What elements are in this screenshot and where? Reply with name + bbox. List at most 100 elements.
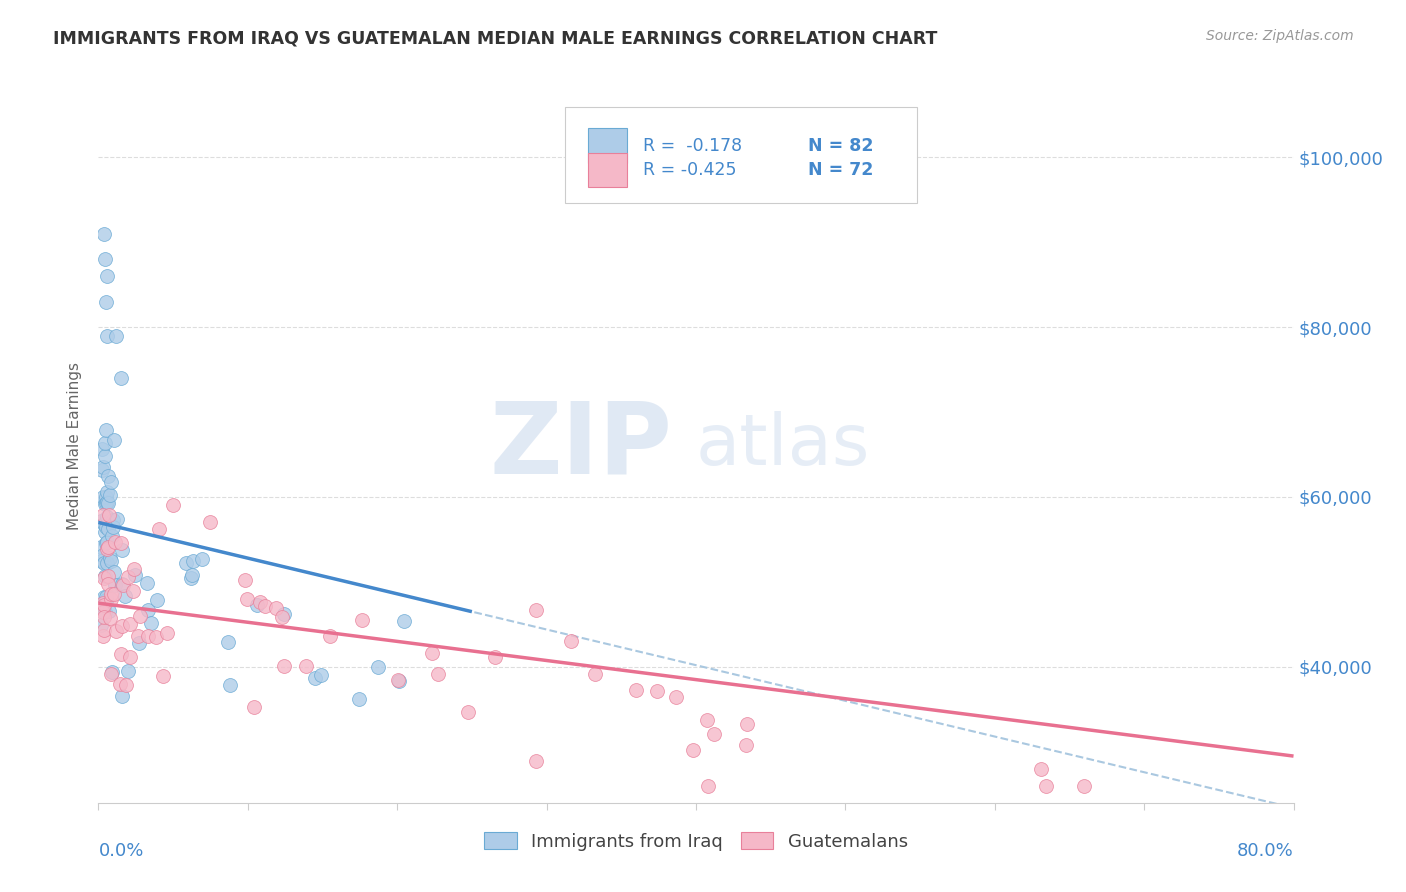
Point xyxy=(734,739,756,753)
Text: atlas: atlas xyxy=(696,411,870,481)
Point xyxy=(96,510,118,524)
Point xyxy=(1035,779,1057,793)
Point xyxy=(94,423,117,437)
Point xyxy=(97,604,120,618)
Point xyxy=(139,615,162,630)
Text: 0.0%: 0.0% xyxy=(98,842,143,860)
Text: N = 82: N = 82 xyxy=(808,136,873,154)
Point xyxy=(98,550,121,565)
Point xyxy=(457,705,479,719)
Point xyxy=(93,556,115,570)
Point xyxy=(90,540,112,554)
Point xyxy=(90,618,112,632)
Point xyxy=(367,660,389,674)
Point xyxy=(1073,779,1095,793)
Point xyxy=(94,449,117,463)
Point xyxy=(136,629,159,643)
Point xyxy=(112,578,135,592)
Point xyxy=(392,615,415,629)
Point xyxy=(309,668,332,682)
Point xyxy=(94,294,117,309)
Point xyxy=(117,664,139,678)
Point xyxy=(101,513,124,527)
Point xyxy=(98,611,121,625)
Point xyxy=(100,592,122,607)
Point xyxy=(118,617,141,632)
Point xyxy=(91,490,114,504)
Point xyxy=(93,569,115,583)
Point xyxy=(93,516,115,531)
Point xyxy=(94,594,117,608)
Point xyxy=(98,488,121,502)
Point xyxy=(94,436,117,450)
Point xyxy=(181,568,204,582)
Point xyxy=(136,603,159,617)
Text: IMMIGRANTS FROM IRAQ VS GUATEMALAN MEDIAN MALE EARNINGS CORRELATION CHART: IMMIGRANTS FROM IRAQ VS GUATEMALAN MEDIA… xyxy=(53,29,938,47)
Point xyxy=(93,623,115,637)
Point xyxy=(104,535,127,549)
Point xyxy=(94,593,117,607)
Point xyxy=(90,554,112,568)
Point xyxy=(93,571,115,585)
Point xyxy=(103,565,125,579)
Point xyxy=(560,634,582,648)
Point xyxy=(110,535,132,549)
Point xyxy=(319,629,342,643)
Point xyxy=(219,678,242,692)
Point xyxy=(96,556,118,570)
Point xyxy=(115,678,138,692)
Point xyxy=(524,603,547,617)
Point xyxy=(114,589,136,603)
Point xyxy=(96,485,118,500)
Point xyxy=(387,673,409,687)
Point xyxy=(270,610,292,624)
Point xyxy=(583,667,606,681)
Point xyxy=(100,554,122,568)
Point xyxy=(93,605,115,619)
Point xyxy=(217,634,239,648)
Point xyxy=(420,647,443,661)
Point xyxy=(100,475,122,489)
Point xyxy=(94,525,117,540)
Point xyxy=(93,598,115,612)
Point xyxy=(148,522,170,536)
Point xyxy=(696,779,718,793)
Point xyxy=(101,529,124,543)
Point xyxy=(101,520,124,534)
Point xyxy=(253,599,276,614)
Point xyxy=(174,556,197,570)
Point xyxy=(94,491,117,505)
Point xyxy=(128,636,150,650)
Point xyxy=(696,713,718,727)
Point xyxy=(98,508,121,522)
Point xyxy=(246,598,269,612)
Point xyxy=(93,609,115,624)
Point xyxy=(273,607,295,621)
Y-axis label: Median Male Earnings: Median Male Earnings xyxy=(67,362,83,530)
Point xyxy=(96,496,118,510)
Point xyxy=(122,584,145,599)
Point xyxy=(91,442,114,456)
Point xyxy=(524,754,547,768)
Point xyxy=(191,552,214,566)
Text: ZIP: ZIP xyxy=(489,398,672,494)
Point xyxy=(96,536,118,550)
Point xyxy=(426,667,449,681)
Point xyxy=(97,496,120,510)
Point xyxy=(91,596,114,610)
Point xyxy=(96,328,118,343)
Point xyxy=(349,692,371,706)
Point xyxy=(180,571,202,585)
Point xyxy=(152,668,174,682)
Point xyxy=(273,659,295,673)
Point xyxy=(111,689,134,703)
Point xyxy=(703,727,725,741)
Point xyxy=(97,577,120,591)
Point xyxy=(388,674,411,689)
Point xyxy=(91,605,114,619)
Point xyxy=(350,613,373,627)
Point xyxy=(735,716,758,731)
Point xyxy=(105,511,128,525)
Point xyxy=(94,520,117,534)
Point xyxy=(90,514,112,528)
